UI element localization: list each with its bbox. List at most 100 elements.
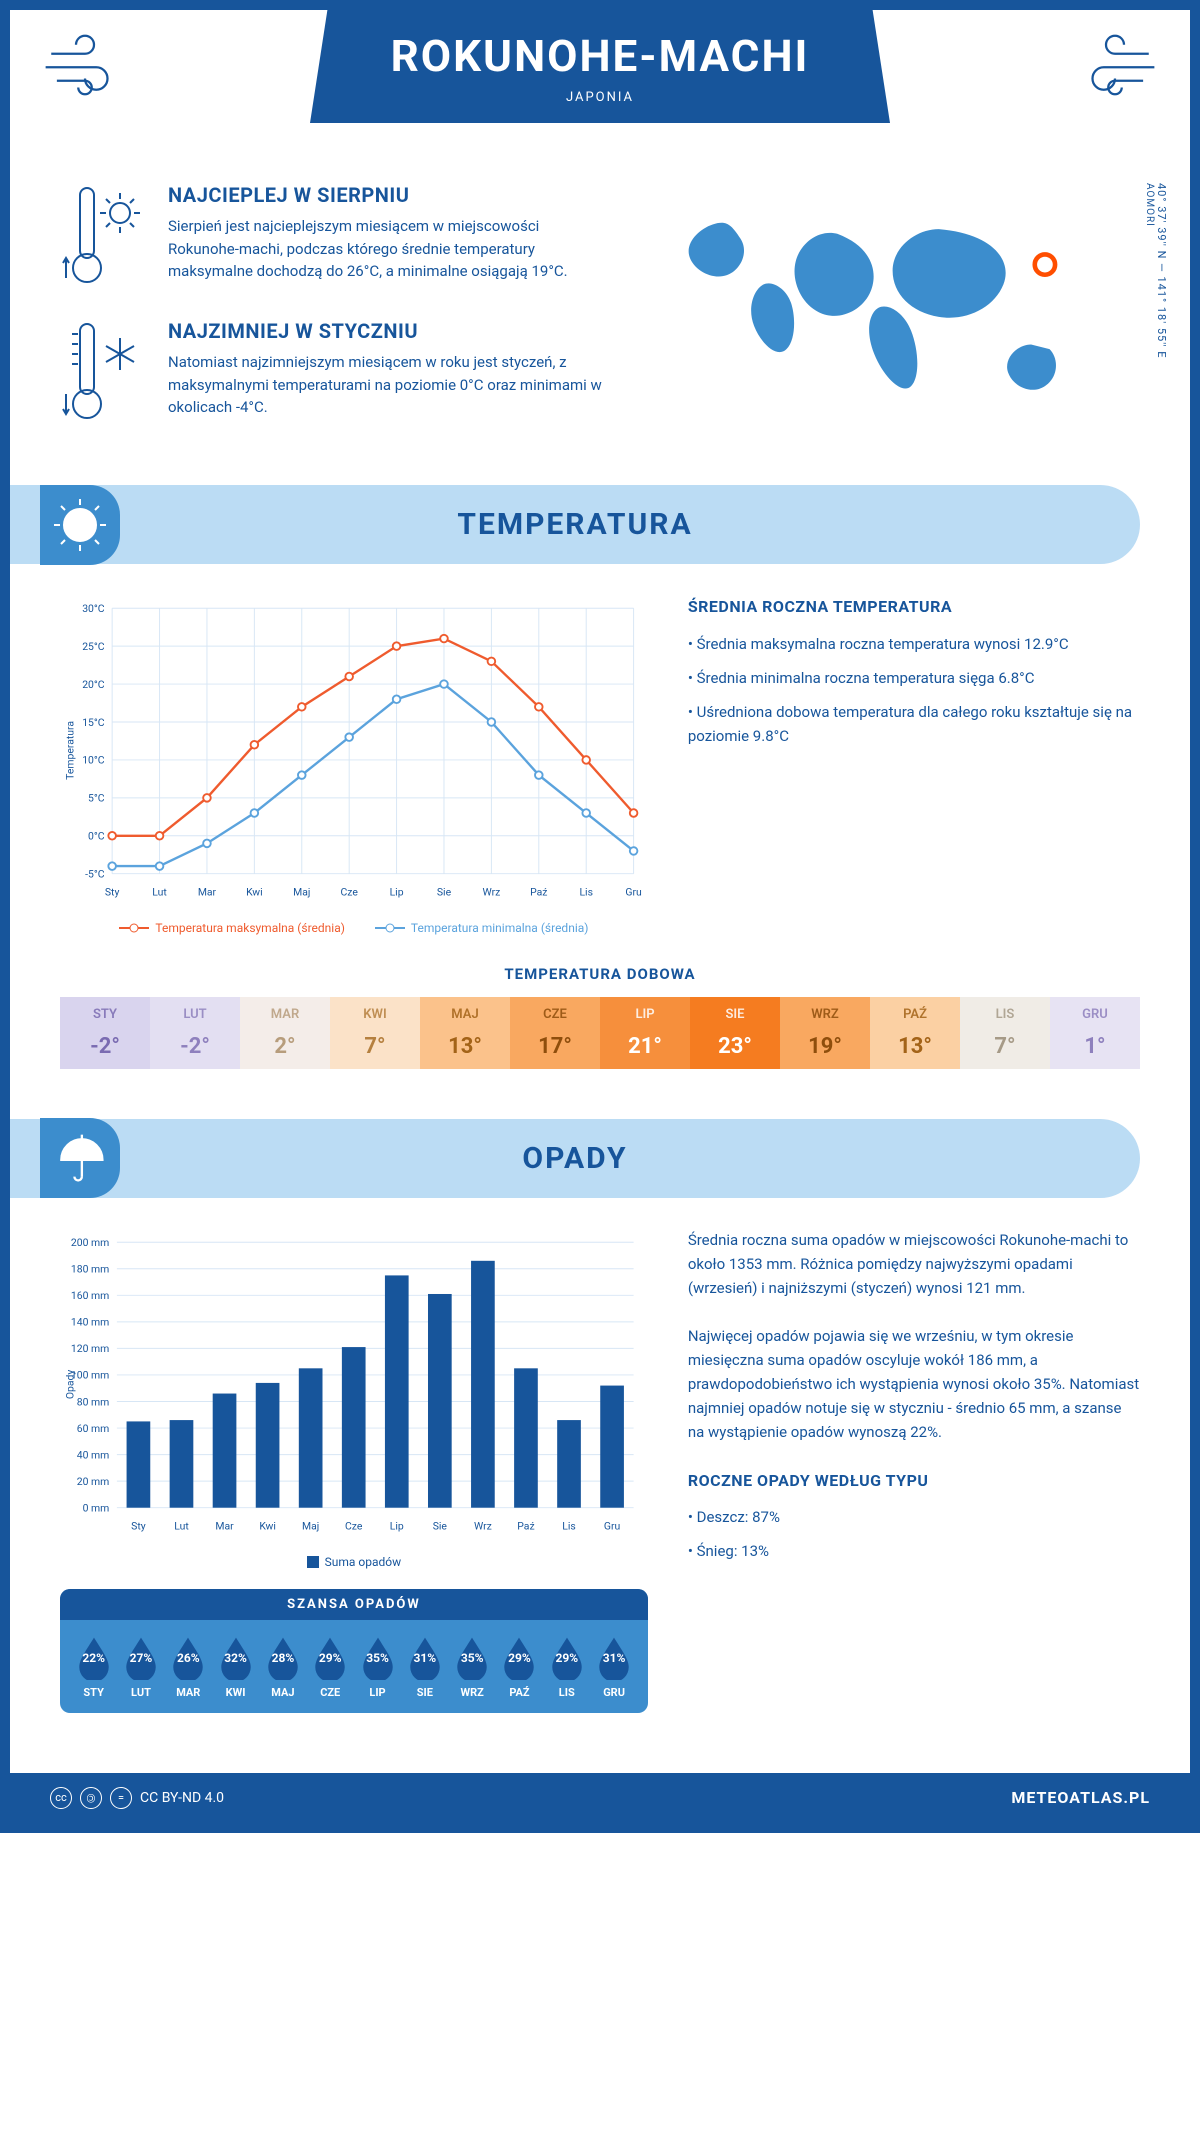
- chance-cell: 31%GRU: [590, 1634, 637, 1699]
- svg-text:Wrz: Wrz: [474, 1519, 492, 1532]
- daily-temp-cell: LIP21°: [600, 997, 690, 1069]
- title-banner: ROKUNOHE-MACHI JAPONIA: [310, 10, 890, 123]
- svg-text:160 mm: 160 mm: [71, 1289, 109, 1302]
- temp-bullet: • Średnia maksymalna roczna temperatura …: [688, 632, 1140, 656]
- precip-text-1: Średnia roczna suma opadów w miejscowośc…: [688, 1228, 1140, 1300]
- thermometer-cold-icon: [60, 319, 150, 429]
- daily-temp-cell: SIE23°: [690, 997, 780, 1069]
- svg-text:20°C: 20°C: [82, 678, 105, 691]
- daily-temp-cell: GRU1°: [1050, 997, 1140, 1069]
- wind-icon: [40, 30, 130, 113]
- nd-icon: =: [110, 1787, 132, 1809]
- coordinates-label: 40° 37' 39'' N — 141° 18' 55'' E AOMORI: [1144, 183, 1168, 359]
- avg-temp-heading: ŚREDNIA ROCZNA TEMPERATURA: [688, 594, 1140, 620]
- footer: cc 🄯 = CC BY-ND 4.0 METEOATLAS.PL: [10, 1773, 1190, 1823]
- precip-type-bullet: • Śnieg: 13%: [688, 1539, 1140, 1563]
- temp-bullet: • Średnia minimalna roczna temperatura s…: [688, 666, 1140, 690]
- coldest-text: Natomiast najzimniejszym miesiącem w rok…: [168, 351, 605, 419]
- chance-cell: 29%LIS: [543, 1634, 590, 1699]
- warmest-month-block: NAJCIEPLEJ W SIERPNIU Sierpień jest najc…: [60, 183, 605, 293]
- daily-temp-cell: STY-2°: [60, 997, 150, 1069]
- svg-text:25°C: 25°C: [82, 640, 105, 653]
- chance-cell: 22%STY: [70, 1634, 117, 1699]
- location-subtitle: JAPONIA: [390, 90, 810, 105]
- chance-cell: 35%WRZ: [449, 1634, 496, 1699]
- location-title: ROKUNOHE-MACHI: [390, 30, 810, 82]
- svg-text:Sie: Sie: [437, 885, 452, 898]
- svg-text:Maj: Maj: [302, 1519, 319, 1532]
- daily-temp-cell: MAR2°: [240, 997, 330, 1069]
- svg-text:Maj: Maj: [293, 885, 310, 898]
- sun-icon: [40, 485, 120, 565]
- chance-cell: 32%KWI: [212, 1634, 259, 1699]
- wind-icon: [1070, 30, 1160, 113]
- svg-text:Kwi: Kwi: [259, 1519, 276, 1532]
- daily-temp-heading: TEMPERATURA DOBOWA: [60, 965, 1140, 983]
- svg-text:Lis: Lis: [579, 885, 593, 898]
- svg-text:10°C: 10°C: [82, 754, 105, 767]
- daily-temp-cell: CZE17°: [510, 997, 600, 1069]
- svg-text:Opady: Opady: [63, 1370, 76, 1400]
- svg-text:0°C: 0°C: [88, 830, 105, 843]
- svg-text:200 mm: 200 mm: [71, 1236, 109, 1249]
- coldest-month-block: NAJZIMNIEJ W STYCZNIU Natomiast najzimni…: [60, 319, 605, 429]
- header-region: ROKUNOHE-MACHI JAPONIA: [10, 10, 1190, 153]
- chance-heading: SZANSA OPADÓW: [60, 1589, 648, 1620]
- by-icon: 🄯: [80, 1787, 102, 1809]
- svg-text:Sty: Sty: [105, 885, 120, 898]
- svg-text:Mar: Mar: [215, 1519, 234, 1532]
- temperature-line-chart: -5°C0°C5°C10°C15°C20°C25°C30°CStyLutMarK…: [60, 594, 648, 907]
- temperature-section-header: TEMPERATURA: [10, 485, 1140, 564]
- svg-text:Sty: Sty: [131, 1519, 146, 1532]
- svg-text:180 mm: 180 mm: [71, 1262, 109, 1275]
- chance-cell: 27%LUT: [117, 1634, 164, 1699]
- chance-cell: 29%PAŹ: [496, 1634, 543, 1699]
- chance-cell: 26%MAR: [165, 1634, 212, 1699]
- svg-text:Sie: Sie: [433, 1519, 448, 1532]
- precip-text-2: Najwięcej opadów pojawia się we wrześniu…: [688, 1324, 1140, 1444]
- daily-temp-strip: STY-2°LUT-2°MAR2°KWI7°MAJ13°CZE17°LIP21°…: [60, 997, 1140, 1069]
- svg-text:0 mm: 0 mm: [83, 1501, 110, 1514]
- precipitation-section-header: OPADY: [10, 1119, 1140, 1198]
- precipitation-chance-box: SZANSA OPADÓW 22%STY27%LUT26%MAR32%KWI28…: [60, 1589, 648, 1713]
- daily-temp-cell: LIS7°: [960, 997, 1050, 1069]
- svg-text:Cze: Cze: [345, 1519, 363, 1532]
- svg-text:Lis: Lis: [562, 1519, 576, 1532]
- precip-type-bullet: • Deszcz: 87%: [688, 1505, 1140, 1529]
- svg-text:Lip: Lip: [390, 885, 404, 898]
- svg-text:80 mm: 80 mm: [77, 1395, 110, 1408]
- svg-text:Mar: Mar: [198, 885, 217, 898]
- thermometer-hot-icon: [60, 183, 150, 293]
- license-block: cc 🄯 = CC BY-ND 4.0: [50, 1787, 224, 1809]
- daily-temp-cell: LUT-2°: [150, 997, 240, 1069]
- svg-text:Lut: Lut: [174, 1519, 189, 1532]
- svg-text:15°C: 15°C: [82, 716, 105, 729]
- svg-text:60 mm: 60 mm: [77, 1422, 110, 1435]
- precipitation-bar-chart: 0 mm 20 mm 40 mm 60 mm 80 mm 100 mm 120 mm 140 …: [60, 1228, 648, 1541]
- coldest-heading: NAJZIMNIEJ W STYCZNIU: [168, 319, 605, 343]
- svg-text:Paź: Paź: [530, 885, 547, 898]
- chance-cell: 28%MAJ: [259, 1634, 306, 1699]
- chance-cell: 35%LIP: [354, 1634, 401, 1699]
- umbrella-icon: [40, 1118, 120, 1198]
- daily-temp-cell: KWI7°: [330, 997, 420, 1069]
- daily-temp-cell: PAŹ13°: [870, 997, 960, 1069]
- svg-text:Lip: Lip: [390, 1519, 404, 1532]
- chance-cell: 29%CZE: [307, 1634, 354, 1699]
- daily-temp-cell: WRZ19°: [780, 997, 870, 1069]
- svg-text:Temperatura: Temperatura: [63, 721, 76, 780]
- temp-bullet: • Uśredniona dobowa temperatura dla całe…: [688, 700, 1140, 748]
- svg-text:20 mm: 20 mm: [77, 1475, 110, 1488]
- warmest-heading: NAJCIEPLEJ W SIERPNIU: [168, 183, 605, 207]
- svg-text:Paź: Paź: [517, 1519, 534, 1532]
- svg-text:120 mm: 120 mm: [71, 1342, 109, 1355]
- precip-type-heading: ROCZNE OPADY WEDŁUG TYPU: [688, 1468, 1140, 1494]
- svg-text:Gru: Gru: [604, 1519, 621, 1532]
- svg-text:40 mm: 40 mm: [77, 1448, 110, 1461]
- svg-text:140 mm: 140 mm: [71, 1316, 109, 1329]
- svg-text:Gru: Gru: [625, 885, 642, 898]
- svg-text:Kwi: Kwi: [246, 885, 263, 898]
- daily-temp-cell: MAJ13°: [420, 997, 510, 1069]
- precip-chart-legend: Suma opadów: [60, 1555, 648, 1569]
- svg-text:100 mm: 100 mm: [71, 1369, 109, 1382]
